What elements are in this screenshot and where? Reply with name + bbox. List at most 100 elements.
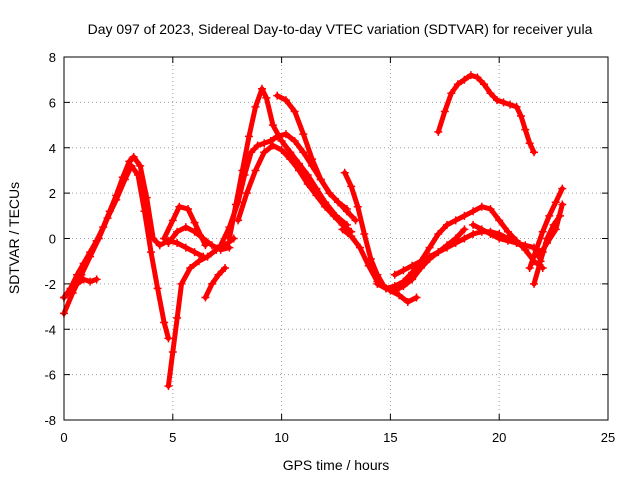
series-track-20 xyxy=(534,200,567,261)
data-point-marker xyxy=(486,205,495,214)
data-point-marker xyxy=(251,102,260,111)
data-point-marker xyxy=(399,277,408,286)
series-line xyxy=(527,186,565,271)
data-point-marker xyxy=(273,91,282,100)
data-point-marker xyxy=(442,243,451,252)
data-point-marker xyxy=(347,182,356,191)
data-point-marker xyxy=(360,229,369,238)
data-point-marker xyxy=(225,243,234,252)
series-line xyxy=(202,265,228,300)
data-point-marker xyxy=(251,166,260,175)
y-tick-label: 6 xyxy=(49,95,56,110)
data-point-marker xyxy=(260,148,269,157)
data-point-marker xyxy=(168,216,177,225)
x-tick-label: 15 xyxy=(383,430,397,445)
data-point-marker xyxy=(442,220,451,229)
series-line xyxy=(161,204,208,248)
data-point-marker xyxy=(321,202,330,211)
data-point-marker xyxy=(434,248,443,257)
data-point-marker xyxy=(364,261,373,270)
data-point-marker xyxy=(434,127,443,136)
data-point-marker xyxy=(403,298,412,307)
data-point-marker xyxy=(477,202,486,211)
data-point-marker xyxy=(390,270,399,279)
data-point-marker xyxy=(247,148,256,157)
data-point-marker xyxy=(551,225,560,234)
data-point-marker xyxy=(253,141,262,150)
data-point-marker xyxy=(558,200,567,209)
data-point-marker xyxy=(512,239,521,248)
y-tick-label: 0 xyxy=(49,232,56,247)
x-tick-label: 25 xyxy=(601,430,615,445)
grid xyxy=(64,57,608,420)
ticks xyxy=(63,56,609,421)
y-tick-label: -6 xyxy=(44,368,56,383)
data-point-marker xyxy=(303,170,312,179)
data-point-marker xyxy=(525,263,534,272)
tick-labels: 0 5 10 15 20 25 -8 -6 -4 -2 0 2 4 6 8 xyxy=(44,50,615,445)
series-line xyxy=(435,72,537,155)
data-point-marker xyxy=(551,198,560,207)
data-point-marker xyxy=(303,180,312,189)
data-point-marker xyxy=(190,218,199,227)
series-track-3 xyxy=(60,275,101,302)
data-point-marker xyxy=(86,277,95,286)
data-point-marker xyxy=(160,318,169,327)
data-point-marker xyxy=(181,243,190,252)
data-point-marker xyxy=(408,261,417,270)
data-point-marker xyxy=(408,275,417,284)
data-point-marker xyxy=(175,202,184,211)
data-point-marker xyxy=(173,239,182,248)
y-axis-label: SDTVAR / TECUs xyxy=(6,182,22,294)
series-track-9 xyxy=(225,84,351,243)
data-point-marker xyxy=(129,152,138,161)
data-point-marker xyxy=(277,146,286,155)
data-point-marker xyxy=(460,211,469,220)
data-point-marker xyxy=(164,239,173,248)
data-point-marker xyxy=(147,248,156,257)
data-point-marker xyxy=(308,155,317,164)
data-point-marker xyxy=(231,200,240,209)
series-line xyxy=(226,86,350,241)
data-point-marker xyxy=(425,243,434,252)
data-point-marker xyxy=(440,107,449,116)
data-point-marker xyxy=(312,191,321,200)
data-point-marker xyxy=(506,100,515,109)
data-point-marker xyxy=(521,125,530,134)
data-point-marker xyxy=(325,189,334,198)
data-point-marker xyxy=(190,248,199,257)
data-point-marker xyxy=(105,207,114,216)
data-point-marker xyxy=(425,252,434,261)
series-track-6 xyxy=(164,223,234,254)
data-point-marker xyxy=(316,175,325,184)
x-axis-label: GPS time / hours xyxy=(283,457,390,473)
data-point-marker xyxy=(225,234,234,243)
data-point-marker xyxy=(221,263,230,272)
data-point-marker xyxy=(118,173,127,182)
data-point-marker xyxy=(112,191,121,200)
data-point-marker xyxy=(66,286,75,295)
data-point-marker xyxy=(351,216,360,225)
data-point-marker xyxy=(207,279,216,288)
data-point-marker xyxy=(486,89,495,98)
data-point-marker xyxy=(347,232,356,241)
data-point-marker xyxy=(92,275,101,284)
data-point-marker xyxy=(503,227,512,236)
data-point-marker xyxy=(530,148,539,157)
data-point-marker xyxy=(125,157,134,166)
data-point-marker xyxy=(168,347,177,356)
data-point-marker xyxy=(525,139,534,148)
data-point-marker xyxy=(373,279,382,288)
data-point-marker xyxy=(532,245,541,254)
data-point-marker xyxy=(447,89,456,98)
data-point-marker xyxy=(353,202,362,211)
data-point-marker xyxy=(460,234,469,243)
data-point-marker xyxy=(395,291,404,300)
series-line xyxy=(535,202,565,260)
x-tick-label: 10 xyxy=(274,430,288,445)
data-point-marker xyxy=(412,293,421,302)
data-point-marker xyxy=(493,96,502,105)
data-point-marker xyxy=(460,225,469,234)
data-point-marker xyxy=(258,84,267,93)
series-line xyxy=(274,93,359,223)
